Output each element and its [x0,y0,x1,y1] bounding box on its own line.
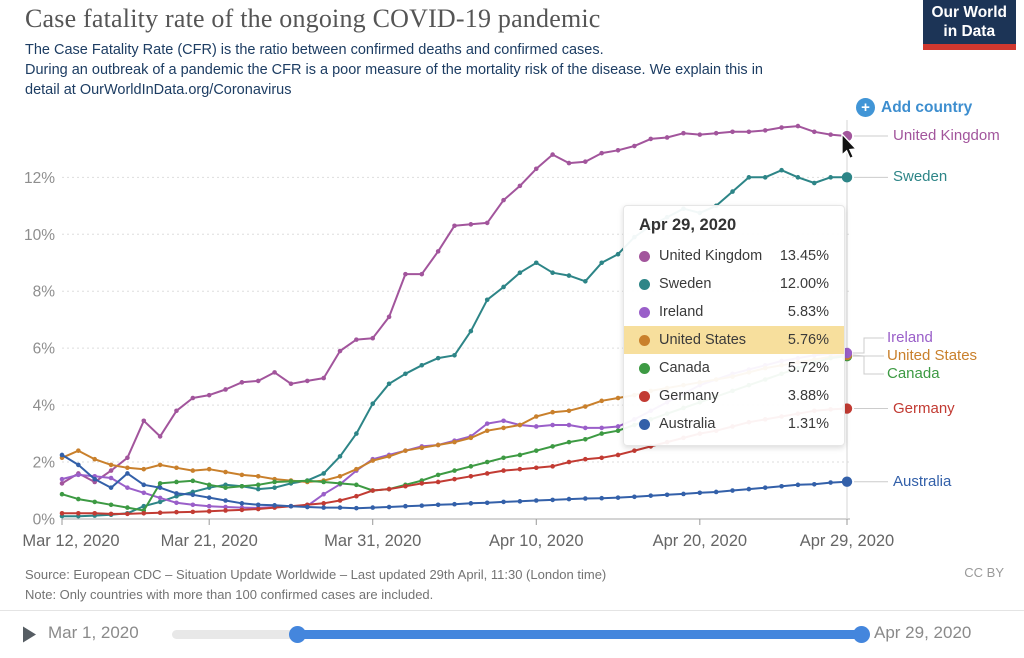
series-color-dot [639,390,650,402]
tooltip-row-australia: Australia 1.31% [624,410,844,438]
tooltip-row-germany: Germany 3.88% [624,382,844,410]
page-title: Case fatality rate of the ongoing COVID-… [25,4,601,33]
series-label-australia[interactable]: Australia [893,472,952,490]
x-axis-tick-label: Mar 12, 2020 [22,532,119,550]
hover-tooltip: Apr 29, 2020 United Kingdom 13.45% Sweden 1… [623,205,845,446]
footer-notes: Source: European CDC – Situation Update … [25,565,606,605]
y-axis-tick-label: 6% [33,341,56,358]
x-axis-tick-label: Mar 31, 2020 [324,532,421,550]
logo-line: Our World [931,4,1008,21]
series-label-united-kingdom[interactable]: United Kingdom [893,127,1000,145]
timeline-active-range [296,630,862,639]
subtitle-line: The Case Fatality Rate (CFR) is the rati… [25,42,604,58]
tooltip-row-ireland: Ireland 5.83% [624,298,844,326]
tooltip-value: 5.76% [787,332,829,348]
tooltip-country: United States [659,332,747,348]
plus-icon: + [856,98,875,117]
x-axis-tick-label: Mar 21, 2020 [161,532,258,550]
timeline-end-handle[interactable] [853,626,870,643]
logo-line: in Data [943,22,996,40]
tooltip-value: 12.00% [779,276,829,292]
series-label-united-states[interactable]: United States [887,347,978,364]
x-axis-tick-label: Apr 20, 2020 [653,532,748,550]
license-link[interactable]: CC BY [964,565,1004,580]
subtitle-line: detail at OurWorldInData.org/Coronavirus [25,82,292,98]
tooltip-row-united-states: United States 5.76% [624,326,844,354]
y-axis-tick-label: 8% [33,284,56,301]
series-label-canada[interactable]: Canada [887,365,940,382]
tooltip-date: Apr 29, 2020 [639,216,737,234]
timeline-bar: Mar 1, 2020 Apr 29, 2020 [0,610,1024,658]
tooltip-value: 5.72% [787,360,829,376]
tooltip-row-canada: Canada 5.72% [624,354,844,382]
play-button[interactable] [22,626,37,643]
timeline-start-label: Mar 1, 2020 [48,623,139,642]
series-color-dot [639,278,650,290]
y-axis-tick-label: 2% [33,455,56,472]
series-label-sweden[interactable]: Sweden [893,168,948,186]
y-axis-tick-label: 4% [33,398,56,415]
series-color-dot [639,250,650,262]
header: Case fatality rate of the ongoing COVID-… [25,4,763,100]
series-label-germany[interactable]: Germany [893,399,955,417]
add-country-label: Add country [881,98,973,116]
tooltip-value: 5.83% [787,304,829,320]
tooltip-row-united-kingdom: United Kingdom 13.45% [624,242,844,270]
x-axis-tick-label: Apr 29, 2020 [800,532,895,550]
y-axis-tick-label: 12% [24,170,55,187]
series-color-dot [639,306,650,318]
y-axis-tick-label: 0% [33,512,56,529]
tooltip-country: United Kingdom [659,248,763,264]
source-text: Source: European CDC – Situation Update … [25,567,607,582]
series-color-dot [639,334,650,346]
tooltip-country: Australia [659,416,716,432]
tooltip-country: Sweden [659,276,712,292]
series-color-dot [639,362,650,374]
timeline-end-label: Apr 29, 2020 [874,623,972,642]
tooltip-country: Germany [659,388,719,404]
x-axis-tick-label: Apr 10, 2020 [489,532,584,550]
tooltip-country: Ireland [659,304,704,320]
tooltip-rows: United Kingdom 13.45% Sweden 12.00% Ireland 5… [624,242,844,438]
tooltip-value: 13.45% [779,248,829,264]
series-label-ireland[interactable]: Ireland [887,329,933,346]
note-text: Note: Only countries with more than 100 … [25,587,434,603]
tooltip-country: Canada [659,360,710,376]
mouse-cursor-icon [841,133,858,160]
tooltip-value: 3.88% [787,388,829,404]
tooltip-value: 1.31% [787,416,829,432]
owid-logo: Our World in Data [922,0,1016,51]
add-country-button[interactable]: + Add country [856,98,972,117]
subtitle-line: During an outbreak of a pandemic the CFR… [25,62,763,78]
timeline-start-handle[interactable] [288,626,306,643]
timeline-slider[interactable] [172,626,870,643]
series-color-dot [639,418,650,430]
tooltip-row-sweden: Sweden 12.00% [624,270,844,298]
chart-subtitle: The Case Fatality Rate (CFR) is the rati… [25,40,763,100]
y-axis-tick-label: 10% [24,227,55,244]
